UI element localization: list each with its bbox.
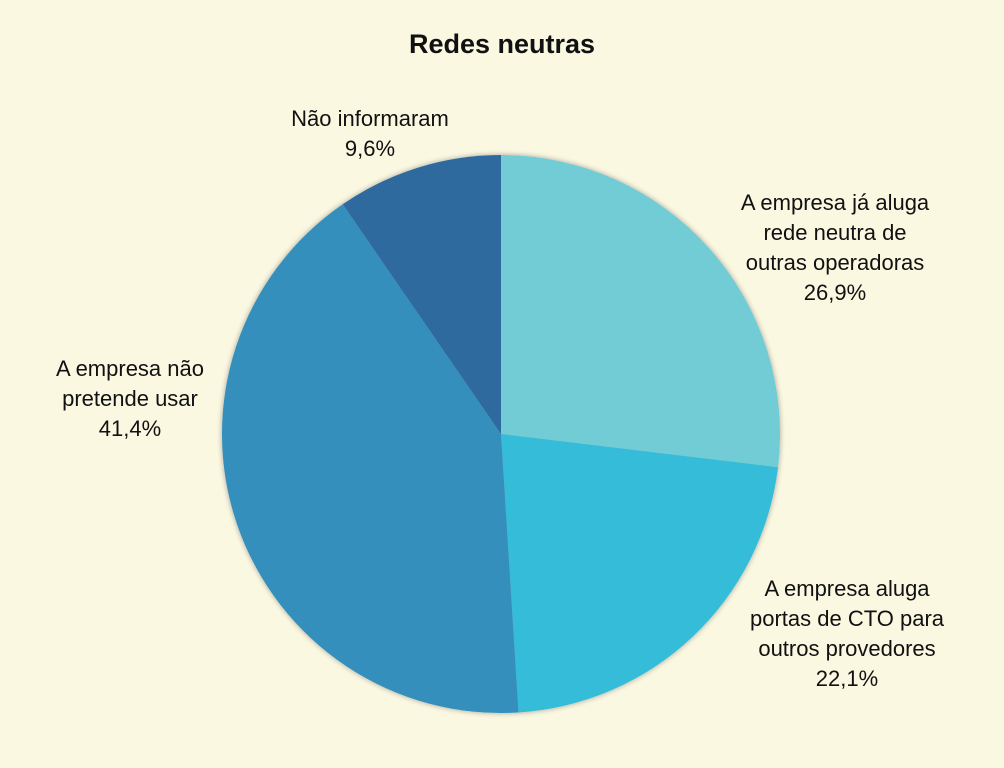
- slice-label-line: A empresa não: [56, 356, 204, 381]
- pie-slices: [221, 155, 780, 714]
- slice-label-line: pretende usar: [62, 386, 198, 411]
- slice-value-label: 26,9%: [803, 280, 867, 305]
- slice-value-label: 22,1%: [815, 666, 879, 691]
- slice-label-line: portas de CTO para: [749, 606, 945, 631]
- slice-label-aluga-rede-neutra: A empresa já aluga rede neutra de outras…: [700, 188, 970, 308]
- slice-label-nao-pretende-usar: A empresa não pretende usar 41,4%: [20, 354, 240, 444]
- pie-slice-3: [342, 155, 501, 434]
- slice-value-label: 41,4%: [98, 416, 162, 441]
- slice-label-line: A empresa aluga: [764, 576, 930, 601]
- slice-value-label: 9,6%: [344, 136, 396, 161]
- slice-label-line: rede neutra de: [763, 220, 907, 245]
- slice-label-nao-informaram: Não informaram 9,6%: [250, 104, 490, 164]
- chart-title: Redes neutras: [408, 29, 596, 59]
- pie-slice-0: [501, 155, 780, 468]
- pie-slice-2: [221, 204, 519, 714]
- slice-label-portas-cto: A empresa aluga portas de CTO para outro…: [712, 574, 982, 694]
- slice-label-line: A empresa já aluga: [740, 190, 930, 215]
- pie-slice-1: [501, 434, 779, 713]
- slice-label-line: Não informaram: [291, 106, 449, 131]
- slice-label-line: outras operadoras: [745, 250, 925, 275]
- slice-label-line: outros provedores: [758, 636, 936, 661]
